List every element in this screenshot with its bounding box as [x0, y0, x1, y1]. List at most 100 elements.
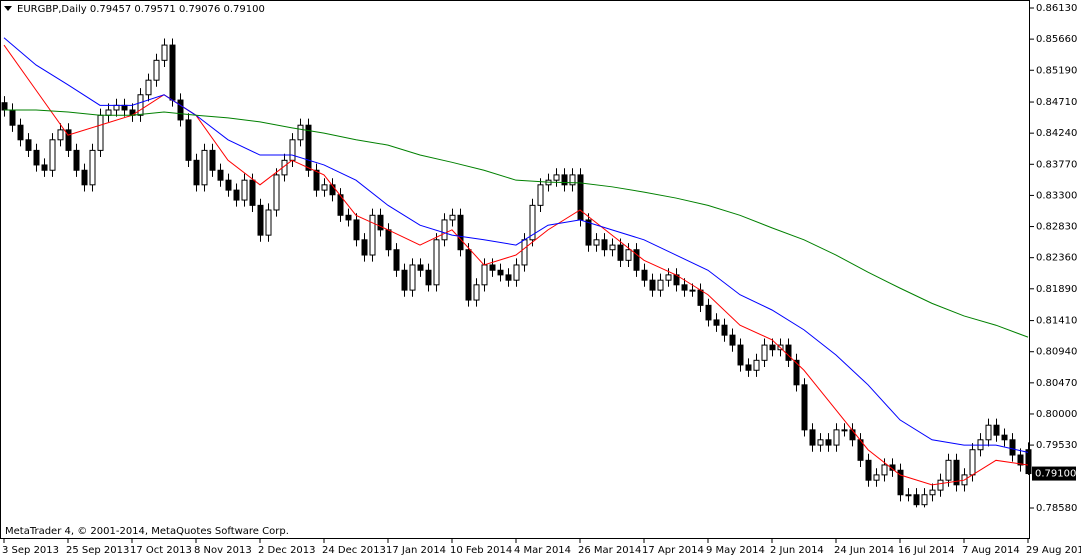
x-tick-label: 24 Dec 2013 — [322, 545, 386, 556]
candle-body — [321, 184, 328, 191]
candle-body — [657, 279, 664, 291]
candle-body — [617, 244, 624, 261]
candle-body — [185, 119, 192, 161]
x-tick-label: 2 Jun 2014 — [770, 545, 824, 556]
y-tick-label: 0.84710 — [1036, 97, 1077, 108]
candle-body — [537, 184, 544, 206]
candle-body — [289, 139, 296, 161]
candle-body — [337, 194, 344, 216]
x-tick-label: 7 Aug 2014 — [962, 545, 1020, 556]
x-tick-label: 8 Nov 2013 — [194, 545, 252, 556]
candle-body — [89, 149, 96, 186]
y-tick-label: 0.80470 — [1036, 378, 1077, 389]
x-tick-label: 29 Aug 2014 — [1026, 545, 1081, 556]
candle-body — [593, 239, 600, 246]
footer: MetaTrader 4, © 2001-2014, MetaQuotes So… — [5, 526, 289, 537]
candle-body — [137, 94, 144, 116]
candle-body — [921, 494, 928, 506]
candle-body — [233, 189, 240, 201]
candle-body — [561, 174, 568, 186]
x-tick-label: 9 May 2014 — [706, 545, 765, 556]
price-label-box — [1032, 466, 1076, 481]
candle-body — [425, 269, 432, 286]
candle-body — [393, 249, 400, 271]
y-tick-label: 0.82830 — [1036, 222, 1077, 233]
candle-body — [849, 429, 856, 441]
candle-body — [385, 229, 392, 251]
candle-body — [761, 344, 768, 361]
candle-body — [97, 114, 104, 151]
candle-body — [161, 44, 168, 61]
candle-body — [985, 424, 992, 441]
candle-body — [681, 284, 688, 291]
candle-body — [225, 179, 232, 191]
y-tick-label: 0.80940 — [1036, 347, 1077, 358]
moving-average — [3, 37, 1029, 453]
candle-body — [17, 124, 24, 141]
candle-body — [865, 459, 872, 481]
candle-body — [809, 429, 816, 446]
candle-body — [569, 174, 576, 186]
candle-body — [401, 269, 408, 291]
x-tick-label: 3 Sep 2013 — [2, 545, 59, 556]
x-tick-label: 17 Oct 2013 — [130, 545, 192, 556]
y-tick-label: 0.80000 — [1036, 409, 1077, 420]
candle-body — [33, 149, 40, 166]
candle-body — [529, 204, 536, 241]
candle-body — [441, 219, 448, 241]
candle-body — [873, 474, 880, 481]
candle-body — [177, 99, 184, 121]
candle-body — [513, 264, 520, 281]
candle-body — [193, 159, 200, 186]
candle-body — [265, 209, 272, 236]
x-tick-label: 2 Dec 2013 — [258, 545, 316, 556]
candle-body — [465, 249, 472, 301]
candle-body — [81, 169, 88, 186]
candle-body — [721, 324, 728, 336]
menu-arrow[interactable] — [4, 6, 12, 11]
x-tick-label: 4 Mar 2014 — [514, 545, 571, 556]
candle-body — [945, 459, 952, 481]
x-tick-label: 17 Jan 2014 — [386, 545, 446, 556]
candle-body — [745, 364, 752, 371]
candle-body — [113, 104, 120, 111]
candle-body — [345, 214, 352, 221]
x-tick-label: 10 Feb 2014 — [450, 545, 512, 556]
price-label: 0.79100 — [1035, 469, 1076, 480]
candle-body — [521, 239, 528, 266]
candle-body — [73, 149, 80, 171]
candle-body — [729, 334, 736, 346]
x-tick-label: 24 Jun 2014 — [834, 545, 894, 556]
candle-body — [969, 449, 976, 476]
candle-body — [489, 264, 496, 271]
candle-body — [641, 269, 648, 281]
candle-body — [297, 124, 304, 141]
candle-body — [609, 244, 616, 251]
candle-body — [753, 359, 760, 371]
candle-body — [57, 129, 64, 141]
candle-body — [9, 109, 16, 126]
candle-body — [793, 359, 800, 386]
candle-body — [785, 344, 792, 361]
candle-body — [713, 319, 720, 326]
candle-body — [409, 264, 416, 291]
candle-body — [273, 174, 280, 211]
candle-body — [505, 274, 512, 281]
candle-body — [105, 109, 112, 116]
candle-body — [481, 264, 488, 286]
candle-body — [897, 469, 904, 496]
candle-body — [1017, 454, 1024, 466]
candle-body — [937, 479, 944, 491]
candle-body — [249, 179, 256, 206]
x-tick-label: 26 Mar 2014 — [578, 545, 641, 556]
candle-body — [241, 179, 248, 201]
x-tick-label: 25 Sep 2013 — [66, 545, 129, 556]
y-tick-label: 0.78580 — [1036, 503, 1077, 514]
candle-body — [649, 279, 656, 291]
candle-body — [625, 249, 632, 261]
x-tick-label: 16 Jul 2014 — [898, 545, 955, 556]
candle-body — [929, 489, 936, 496]
candle-body — [257, 204, 264, 236]
candle-body — [833, 429, 840, 446]
chart-title: EURGBP,Daily 0.79457 0.79571 0.79076 0.7… — [17, 4, 265, 15]
